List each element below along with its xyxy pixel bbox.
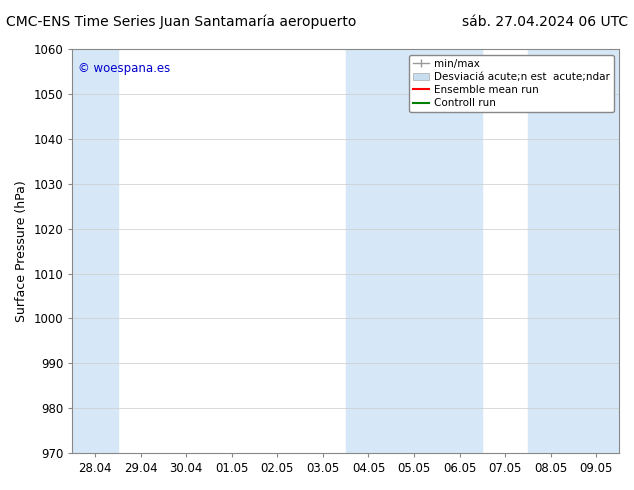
Bar	[437, 49, 482, 453]
Bar	[72, 49, 118, 453]
Legend: min/max, Desviaciá acute;n est  acute;ndar, Ensemble mean run, Controll run: min/max, Desviaciá acute;n est acute;nda…	[409, 54, 614, 112]
Bar	[528, 49, 619, 453]
Text: CMC-ENS Time Series Juan Santamaría aeropuerto: CMC-ENS Time Series Juan Santamaría aero…	[6, 15, 357, 29]
Y-axis label: Surface Pressure (hPa): Surface Pressure (hPa)	[15, 180, 28, 322]
Text: © woespana.es: © woespana.es	[78, 62, 170, 74]
Text: sáb. 27.04.2024 06 UTC: sáb. 27.04.2024 06 UTC	[462, 15, 628, 29]
Bar	[346, 49, 437, 453]
